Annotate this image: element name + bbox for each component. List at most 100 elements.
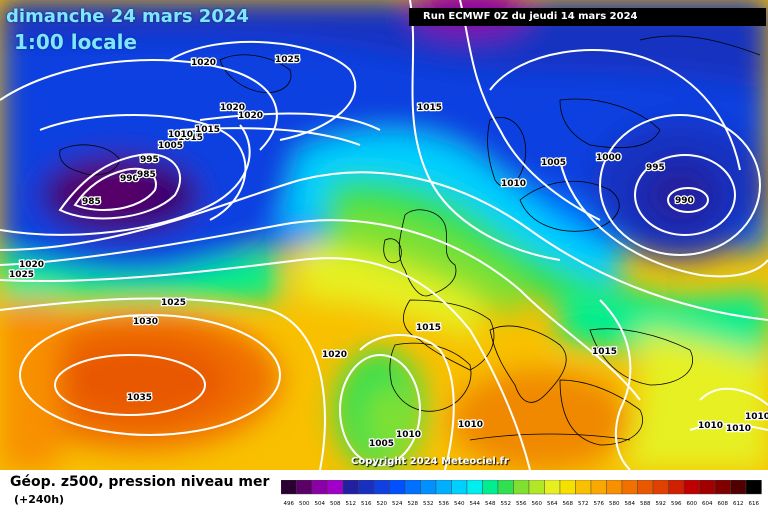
isobar-label: 1015 (195, 125, 220, 135)
color-scale-label: 548 (485, 501, 496, 507)
legend-title: Géop. z500, pression niveau mer (10, 474, 270, 490)
color-scale-swatch (714, 480, 731, 495)
isobar-label: 995 (140, 155, 159, 165)
copyright: Copyright 2024 Meteociel.fr (351, 456, 509, 467)
color-scale-label: 500 (299, 501, 310, 507)
color-scale-swatch (497, 480, 514, 495)
isobar-label: 1025 (9, 270, 34, 280)
color-scale-swatch (575, 480, 592, 495)
isobar-label: 1000 (596, 153, 621, 163)
isobars (0, 0, 768, 470)
color-scale-label: 616 (749, 501, 760, 507)
color-scale-swatch (482, 480, 499, 495)
color-scale-swatch (513, 480, 530, 495)
color-scale-label: 592 (656, 501, 667, 507)
color-scale-label: 508 (330, 501, 341, 507)
color-scale-swatch (420, 480, 437, 495)
color-scale-swatch (606, 480, 623, 495)
color-scale-swatch (342, 480, 359, 495)
isobar-label: 990 (675, 196, 694, 206)
color-scale-swatch (296, 480, 313, 495)
color-scale-swatch (389, 480, 406, 495)
color-scale-swatch (621, 480, 638, 495)
color-scale-label: 516 (361, 501, 372, 507)
isobar-label: 1020 (238, 111, 263, 121)
color-scale-label: 544 (470, 501, 481, 507)
isobar-label: 1025 (275, 55, 300, 65)
color-scale-label: 536 (439, 501, 450, 507)
color-scale-label: 528 (408, 501, 419, 507)
color-scale-swatch (466, 480, 483, 495)
model-run-banner: Run ECMWF 0Z du jeudi 14 mars 2024 (409, 8, 766, 26)
coastlines (59, 35, 761, 446)
color-scale-label: 556 (516, 501, 527, 507)
color-scale-label: 512 (346, 501, 357, 507)
isobar-label: 1010 (458, 420, 483, 430)
color-scale-swatch (404, 480, 421, 495)
isobar-label: 1015 (178, 133, 203, 143)
color-scale-swatch (451, 480, 468, 495)
color-scale-swatch (668, 480, 685, 495)
isobar-label: 1005 (369, 439, 394, 449)
color-scale-swatch (590, 480, 607, 495)
isobar-label: 1005 (541, 158, 566, 168)
legend-subtitle: (+240h) (14, 493, 65, 506)
color-scale-swatch (373, 480, 390, 495)
color-scale-swatch (745, 480, 762, 495)
color-scale-label: 564 (547, 501, 558, 507)
color-scale-label: 600 (687, 501, 698, 507)
color-scale-label: 524 (392, 501, 403, 507)
color-scale-label: 576 (594, 501, 605, 507)
color-scale-label: 588 (640, 501, 651, 507)
isobar-label: 985 (137, 170, 156, 180)
color-scale-swatch (683, 480, 700, 495)
color-scale: 496 500 504 508 512 516 520 524 528 532 536 540 544 5… (281, 480, 762, 507)
isobar-label: 1015 (417, 103, 442, 113)
color-scale-label: 560 (532, 501, 543, 507)
isobar-label: 1030 (133, 317, 158, 327)
color-scale-swatch (358, 480, 375, 495)
color-scale-label: 584 (625, 501, 636, 507)
color-scale-label: 552 (501, 501, 512, 507)
color-scale-swatch (637, 480, 654, 495)
color-scale-swatch (652, 480, 669, 495)
isobar-label: 985 (82, 197, 101, 207)
color-scale-swatch (327, 480, 344, 495)
color-scale-label: 596 (671, 501, 682, 507)
color-scale-label: 572 (578, 501, 589, 507)
color-scale-label: 520 (377, 501, 388, 507)
color-scale-label: 540 (454, 501, 465, 507)
color-scale-swatch (559, 480, 576, 495)
forecast-date: dimanche 24 mars 2024 (6, 6, 249, 27)
isobar-label: 1035 (127, 393, 152, 403)
isobar-label: 1010 (726, 424, 751, 434)
weather-map: 1020 1025 1015 1020 1020 1015 1010 1005 … (0, 0, 768, 470)
isobar-label: 1010 (745, 412, 768, 422)
color-scale-swatch (311, 480, 328, 495)
isobar-label: 1010 (501, 179, 526, 189)
color-scale-swatch (435, 480, 452, 495)
isobar-label: 1020 (220, 103, 245, 113)
color-scale-label: 608 (718, 501, 729, 507)
isobar-label: 1015 (592, 347, 617, 357)
color-scale-label: 496 (284, 501, 295, 507)
color-scale-swatch (699, 480, 716, 495)
isobar-label: 995 (646, 163, 665, 173)
color-scale-label: 532 (423, 501, 434, 507)
isobar-labels: 1020 1025 1015 1020 1020 1015 1010 1005 … (8, 54, 768, 451)
isobar-label: 1020 (191, 58, 216, 68)
color-scale-swatch (528, 480, 545, 495)
isobar-label: 990 (120, 174, 139, 184)
isobar-label: 1015 (416, 323, 441, 333)
isobar-label: 1010 (396, 430, 421, 440)
isobar-label: 1010 (698, 421, 723, 431)
color-scale-swatch (730, 480, 747, 495)
isobar-label: 1020 (19, 260, 44, 270)
isobar-label: 1005 (158, 141, 183, 151)
color-scale-label: 612 (733, 501, 744, 507)
color-scale-label: 604 (702, 501, 713, 507)
color-scale-label: 580 (609, 501, 620, 507)
color-scale-swatch (544, 480, 561, 495)
isobar-label: 1020 (322, 350, 347, 360)
isobar-label: 1025 (161, 298, 186, 308)
